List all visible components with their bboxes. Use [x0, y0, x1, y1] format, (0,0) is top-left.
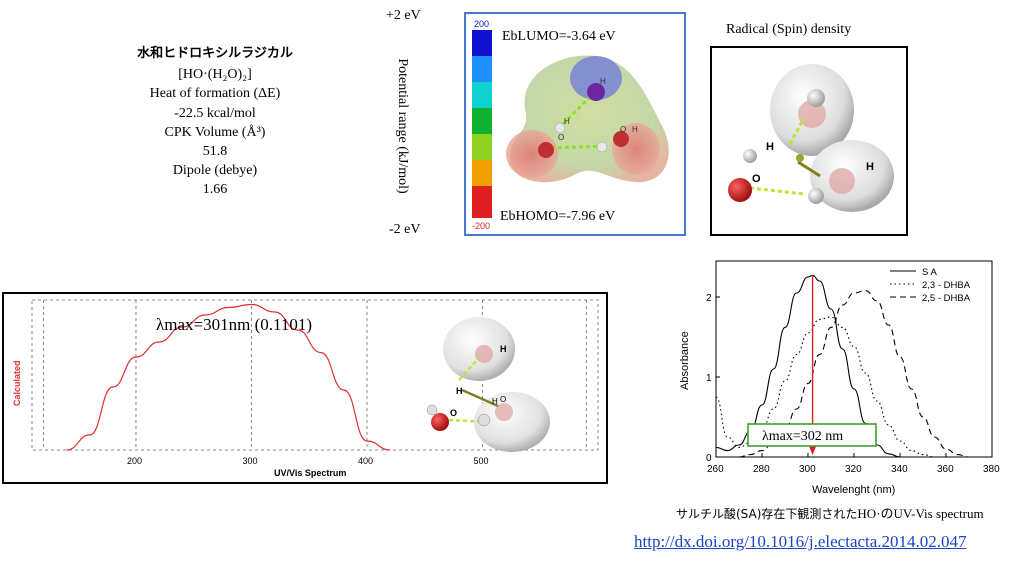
esp-atom-label: H — [600, 77, 606, 86]
absorbance-y-label: Absorbance — [679, 331, 691, 390]
uv-x-tick-label: 300 — [242, 456, 257, 466]
esp-scale-step — [472, 160, 492, 186]
esp-scale-step — [472, 30, 492, 56]
esp-figure: 200 -200 H O H O H EbLUMO=-3.64 eV EbHOM… — [464, 12, 686, 236]
esp-scale-step — [472, 56, 492, 82]
heat-value: -22.5 kcal/mol — [174, 105, 256, 121]
esp-atom-label: O — [620, 125, 626, 134]
absorbance-x-label: Wavelenght (nm) — [812, 484, 895, 496]
esp-scale-step — [472, 186, 492, 218]
lambda-max-box — [747, 423, 877, 447]
spin-atom-label: H — [766, 141, 774, 153]
molecule-info: 水和ヒドロキシルラジカル [HO·(H₂O)₂] Heat of formati… — [110, 44, 320, 200]
molecule-title: 水和ヒドロキシルラジカル — [137, 46, 293, 61]
esp-atom-label: H — [564, 117, 570, 126]
absorbance-legend-label: 2,5 - DHBA — [922, 293, 971, 304]
uv-x-tick-label: 200 — [127, 456, 142, 466]
uv-spectrum-panel: 200 300 400 500 λmax=301nm (0.1101) Calcula… — [2, 292, 608, 484]
potential-bottom: -2 eV — [389, 222, 421, 237]
spin-density-figure: H O H — [710, 46, 908, 236]
caption-en: HO·のUV-Vis spectrum — [857, 506, 984, 521]
esp-color-scale: 200 -200 — [472, 19, 492, 231]
uv-atom-label: H — [492, 397, 498, 406]
potential-axis-label: Potential range (kJ/mol) — [395, 58, 410, 194]
uv-spectrum-chart: 200 300 400 500 λmax=301nm (0.1101) Calcula… — [12, 299, 599, 478]
dipole-value: 1.66 — [202, 182, 228, 198]
uv-x-tick-label: 400 — [358, 456, 373, 466]
uv-atom-label: H — [500, 344, 507, 354]
dipole-label: Dipole (debye) — [172, 163, 258, 179]
esp-scale-step — [472, 134, 492, 160]
cpk-value: 51.8 — [202, 144, 228, 160]
uv-lambda-label: λmax=301nm (0.1101) — [156, 315, 312, 334]
esp-atom-label: O — [558, 133, 564, 142]
uv-molecule: H O H O H — [426, 317, 550, 452]
absorbance-x-tick-label: 300 — [799, 464, 816, 475]
spin-density-title: Radical (Spin) density — [726, 22, 852, 37]
cpk-label: CPK Volume (Å³) — [164, 124, 266, 140]
lambda-max-arrow-icon — [808, 445, 817, 455]
esp-svg: 200 -200 H O H O H EbLUMO=-3.64 eV EbHOM… — [472, 19, 669, 231]
absorbance-x-tick-label: 340 — [891, 464, 908, 475]
absorbance-x-tick-label: 320 — [845, 464, 862, 475]
absorbance-y-tick-label: 1 — [706, 373, 712, 384]
esp-scale-top: 200 — [474, 19, 489, 29]
doi-link[interactable]: http://dx.doi.org/10.1016/j.electacta.20… — [634, 532, 967, 551]
uv-y-label: Calculated — [12, 360, 22, 406]
lambda-max-label: λmax=302 nm — [762, 429, 843, 444]
uv-plot-area — [31, 299, 599, 451]
uv-x-label: UV/Vis Spectrum — [274, 468, 346, 478]
esp-lumo-label: EbLUMO=-3.64 eV — [502, 29, 616, 44]
absorbance-chart-panel: 260 280 300 320 340 360 380 0 1 2 S A 2,3 - DHBA 2… — [672, 255, 1012, 505]
esp-surface: H O H O H — [506, 55, 669, 183]
absorbance-legend: S A 2,3 - DHBA 2,5 - DHBA — [890, 267, 971, 304]
absorbance-x-tick-label: 260 — [707, 464, 724, 475]
molecule-formula: [HO·(H₂O)₂] — [178, 67, 252, 83]
spin-density-svg: H O H — [728, 64, 894, 212]
uv-x-ticks: 200 300 400 500 — [127, 456, 489, 466]
uv-atom-label: O — [450, 408, 457, 418]
absorbance-x-tick-label: 380 — [983, 464, 1000, 475]
absorbance-x-ticks: 260 280 300 320 340 360 380 — [707, 453, 1000, 475]
caption-jp: サルチル酸(SA)存在下観測された — [676, 507, 858, 521]
absorbance-chart: 260 280 300 320 340 360 380 0 1 2 S A 2,3 - DHBA 2… — [679, 260, 1000, 496]
uv-x-tick-label: 500 — [473, 456, 488, 466]
spin-atom-label: H — [866, 161, 874, 173]
esp-scale-bottom: -200 — [472, 221, 490, 231]
absorbance-y-ticks: 0 1 2 — [706, 293, 720, 464]
absorbance-y-tick-label: 2 — [706, 293, 712, 304]
absorbance-y-tick-label: 0 — [706, 453, 712, 464]
absorbance-x-tick-label: 280 — [753, 464, 770, 475]
esp-atom-label: H — [632, 125, 638, 134]
heat-label: Heat of formation (ΔE) — [149, 86, 281, 102]
uv-series-line — [66, 303, 391, 451]
esp-scale-step — [472, 108, 492, 134]
absorbance-annotation: λmax=302 nm — [747, 275, 877, 455]
absorbance-legend-label: S A — [922, 267, 937, 278]
uv-atom-label: H — [456, 386, 463, 396]
uv-atom-label: O — [500, 395, 506, 404]
absorbance-legend-label: 2,3 - DHBA — [922, 280, 971, 291]
figure-caption: サルチル酸(SA)存在下観測されたHO·のUV-Vis spectrum — [676, 503, 984, 522]
potential-top: +2 eV — [386, 8, 421, 23]
spin-atom-label: O — [752, 173, 761, 185]
esp-scale-step — [472, 82, 492, 108]
esp-homo-label: EbHOMO=-7.96 eV — [500, 209, 615, 224]
absorbance-x-tick-label: 360 — [937, 464, 954, 475]
